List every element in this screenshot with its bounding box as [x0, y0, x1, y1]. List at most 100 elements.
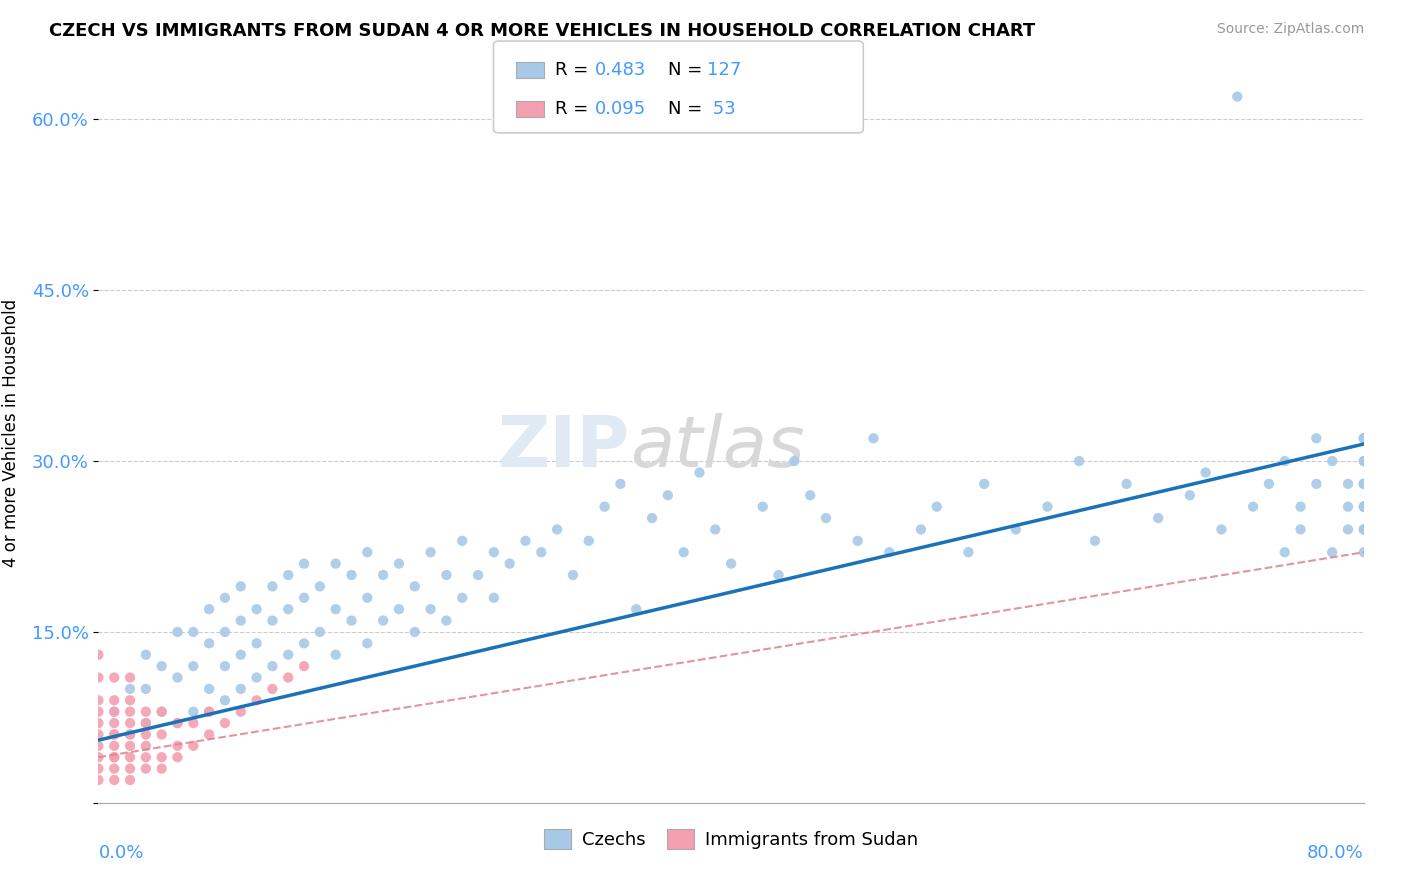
Point	[451, 533, 474, 548]
Point	[214, 716, 236, 731]
Point	[120, 727, 141, 741]
Point	[150, 705, 173, 719]
Point	[103, 705, 125, 719]
Point	[246, 693, 269, 707]
Point	[183, 705, 205, 719]
Text: R =: R =	[555, 100, 595, 118]
Point	[166, 716, 188, 731]
Text: atlas: atlas	[630, 413, 804, 482]
Point	[846, 533, 869, 548]
Point	[198, 681, 221, 696]
Point	[309, 624, 332, 639]
Point	[910, 523, 932, 537]
Point	[482, 591, 505, 605]
Point	[419, 545, 441, 559]
Point	[150, 659, 173, 673]
Point	[277, 648, 299, 662]
Point	[166, 750, 188, 764]
Point	[183, 624, 205, 639]
Point	[135, 727, 157, 741]
Point	[1178, 488, 1201, 502]
Point	[688, 466, 710, 480]
Point	[1274, 454, 1296, 468]
Point	[1084, 533, 1107, 548]
Point	[135, 705, 157, 719]
Point	[799, 488, 821, 502]
Point	[720, 557, 742, 571]
Point	[419, 602, 441, 616]
Point	[1353, 476, 1375, 491]
Text: 0.483: 0.483	[595, 62, 647, 79]
Point	[1353, 523, 1375, 537]
Point	[593, 500, 616, 514]
Point	[166, 739, 188, 753]
Text: 80.0%: 80.0%	[1308, 844, 1364, 862]
Point	[246, 602, 269, 616]
Point	[103, 762, 125, 776]
Point	[309, 579, 332, 593]
Point	[814, 511, 837, 525]
Y-axis label: 4 or more Vehicles in Household: 4 or more Vehicles in Household	[3, 299, 21, 566]
Point	[356, 545, 378, 559]
Text: N =: N =	[668, 100, 707, 118]
Point	[1241, 500, 1264, 514]
Point	[578, 533, 600, 548]
Text: ZIP: ZIP	[498, 413, 630, 482]
Point	[467, 568, 489, 582]
Point	[1211, 523, 1233, 537]
Point	[120, 762, 141, 776]
Point	[877, 545, 900, 559]
Point	[1322, 545, 1344, 559]
Point	[1353, 500, 1375, 514]
Point	[135, 648, 157, 662]
Text: N =: N =	[668, 62, 707, 79]
Point	[356, 591, 378, 605]
Point	[229, 648, 252, 662]
Point	[120, 750, 141, 764]
Point	[388, 557, 411, 571]
Point	[183, 739, 205, 753]
Point	[1115, 476, 1137, 491]
Point	[87, 648, 110, 662]
Point	[277, 671, 299, 685]
Point	[325, 602, 347, 616]
Point	[325, 557, 347, 571]
Point	[925, 500, 948, 514]
Point	[404, 624, 426, 639]
Point	[150, 750, 173, 764]
Point	[229, 614, 252, 628]
Point	[704, 523, 727, 537]
Point	[751, 500, 773, 514]
Point	[1353, 454, 1375, 468]
Point	[183, 716, 205, 731]
Point	[292, 659, 315, 673]
Point	[1305, 431, 1327, 445]
Point	[135, 716, 157, 731]
Text: R =: R =	[555, 62, 595, 79]
Point	[103, 671, 125, 685]
Point	[103, 705, 125, 719]
Point	[862, 431, 884, 445]
Point	[1274, 545, 1296, 559]
Point	[198, 705, 221, 719]
Point	[1322, 454, 1344, 468]
Point	[135, 762, 157, 776]
Point	[183, 659, 205, 673]
Point	[166, 624, 188, 639]
Point	[292, 557, 315, 571]
Point	[1353, 476, 1375, 491]
Point	[1067, 454, 1090, 468]
Text: 0.0%: 0.0%	[98, 844, 143, 862]
Point	[1226, 89, 1249, 103]
Point	[1036, 500, 1059, 514]
Point	[292, 636, 315, 650]
Legend: Czechs, Immigrants from Sudan: Czechs, Immigrants from Sudan	[537, 822, 925, 856]
Point	[87, 727, 110, 741]
Point	[1004, 523, 1026, 537]
Point	[498, 557, 520, 571]
Point	[1337, 500, 1360, 514]
Point	[340, 614, 363, 628]
Point	[783, 454, 806, 468]
Point	[150, 727, 173, 741]
Point	[262, 579, 284, 593]
